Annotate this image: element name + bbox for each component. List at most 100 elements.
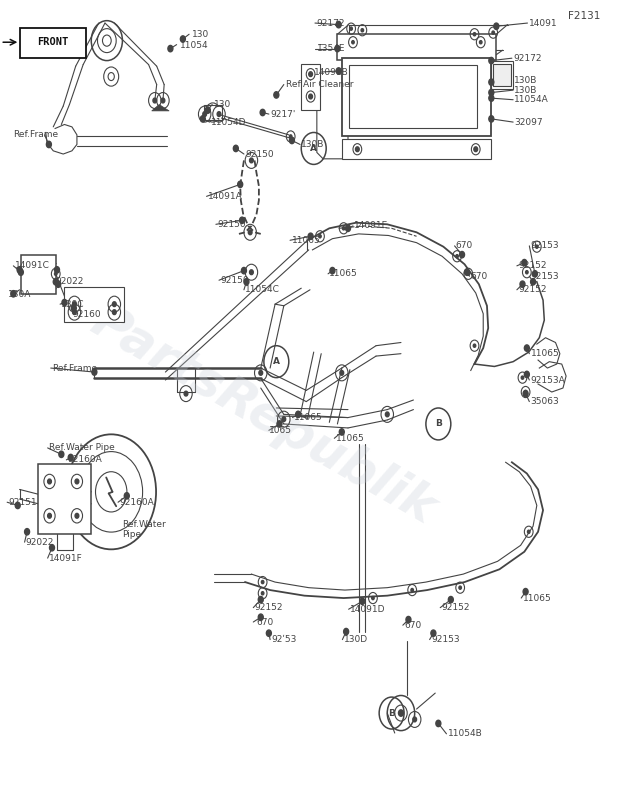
- Circle shape: [489, 90, 494, 96]
- Circle shape: [238, 181, 243, 187]
- Circle shape: [523, 390, 528, 397]
- Text: 130B: 130B: [301, 140, 325, 149]
- Circle shape: [244, 278, 249, 285]
- Circle shape: [282, 417, 285, 422]
- Circle shape: [344, 629, 349, 634]
- Circle shape: [15, 502, 20, 509]
- Circle shape: [399, 710, 404, 716]
- Circle shape: [260, 110, 265, 116]
- Circle shape: [153, 98, 156, 103]
- Text: 92152: 92152: [255, 603, 283, 612]
- FancyBboxPatch shape: [20, 28, 86, 58]
- Circle shape: [233, 146, 239, 152]
- Circle shape: [456, 254, 458, 258]
- FancyBboxPatch shape: [64, 286, 125, 322]
- Text: 92150: 92150: [245, 150, 274, 158]
- Circle shape: [525, 371, 530, 378]
- Text: 11065: 11065: [329, 270, 358, 278]
- Text: 11054: 11054: [180, 41, 208, 50]
- Circle shape: [525, 390, 527, 394]
- Text: 92160A: 92160A: [120, 498, 154, 506]
- Circle shape: [68, 454, 73, 461]
- FancyBboxPatch shape: [38, 464, 91, 534]
- Text: 11054C: 11054C: [245, 286, 280, 294]
- Circle shape: [54, 266, 59, 273]
- FancyBboxPatch shape: [337, 34, 496, 60]
- Text: 92152: 92152: [518, 262, 546, 270]
- Circle shape: [309, 94, 312, 99]
- Text: F2131: F2131: [568, 11, 600, 21]
- Circle shape: [262, 592, 264, 595]
- Text: 11065: 11065: [294, 413, 322, 422]
- Circle shape: [386, 412, 389, 417]
- Circle shape: [274, 92, 279, 98]
- Text: 11065: 11065: [336, 434, 364, 443]
- Circle shape: [180, 36, 185, 42]
- FancyBboxPatch shape: [493, 64, 511, 86]
- Circle shape: [336, 22, 341, 28]
- Text: 35063: 35063: [531, 397, 560, 406]
- Circle shape: [92, 369, 97, 375]
- Text: 670: 670: [404, 621, 421, 630]
- Circle shape: [205, 107, 210, 114]
- Text: B: B: [388, 709, 395, 718]
- Text: 11054B: 11054B: [448, 730, 483, 738]
- Circle shape: [521, 376, 524, 379]
- Text: 92022: 92022: [26, 538, 54, 546]
- Text: 11054A: 11054A: [515, 95, 549, 104]
- Text: 130A: 130A: [8, 290, 32, 299]
- Text: 11065: 11065: [292, 236, 321, 245]
- Circle shape: [528, 530, 530, 534]
- Circle shape: [473, 33, 476, 36]
- Circle shape: [48, 514, 51, 518]
- Circle shape: [56, 281, 61, 287]
- Circle shape: [62, 299, 67, 306]
- Text: 14091C: 14091C: [14, 262, 49, 270]
- Circle shape: [259, 370, 263, 375]
- Circle shape: [319, 234, 321, 238]
- Circle shape: [262, 581, 264, 584]
- Circle shape: [53, 278, 58, 285]
- Text: 670: 670: [456, 242, 473, 250]
- Polygon shape: [151, 105, 169, 111]
- Circle shape: [267, 630, 271, 636]
- Text: A: A: [273, 357, 280, 366]
- Circle shape: [336, 68, 341, 74]
- Circle shape: [250, 158, 254, 163]
- Text: 130D: 130D: [344, 635, 367, 644]
- FancyBboxPatch shape: [21, 255, 56, 294]
- Text: 92153: 92153: [431, 635, 459, 644]
- Text: 14091F: 14091F: [49, 554, 83, 562]
- Circle shape: [356, 147, 359, 152]
- Text: 130B: 130B: [515, 76, 538, 85]
- Circle shape: [277, 421, 282, 427]
- Text: 11054D: 11054D: [211, 118, 247, 126]
- Text: 92152: 92152: [518, 286, 546, 294]
- Circle shape: [536, 245, 538, 248]
- Circle shape: [346, 225, 351, 231]
- Circle shape: [24, 529, 29, 535]
- Text: Ref.Water Pipe: Ref.Water Pipe: [49, 443, 115, 453]
- Text: 130: 130: [192, 30, 210, 38]
- Circle shape: [200, 116, 205, 122]
- Circle shape: [413, 717, 416, 722]
- Circle shape: [531, 278, 536, 285]
- Text: 130: 130: [214, 100, 231, 109]
- Circle shape: [411, 589, 413, 592]
- Circle shape: [217, 112, 221, 117]
- Circle shape: [342, 226, 345, 230]
- Circle shape: [372, 597, 374, 600]
- Circle shape: [474, 147, 478, 152]
- Circle shape: [436, 720, 441, 726]
- Circle shape: [249, 230, 252, 234]
- Circle shape: [11, 290, 16, 297]
- Text: 92150: 92150: [217, 220, 246, 229]
- Circle shape: [18, 269, 23, 275]
- Circle shape: [467, 272, 470, 275]
- Text: Ref.Air Cleaner: Ref.Air Cleaner: [285, 80, 353, 89]
- Circle shape: [308, 233, 313, 239]
- Circle shape: [73, 310, 76, 314]
- Circle shape: [459, 251, 464, 258]
- Circle shape: [73, 302, 76, 306]
- Text: FRONT: FRONT: [38, 38, 69, 47]
